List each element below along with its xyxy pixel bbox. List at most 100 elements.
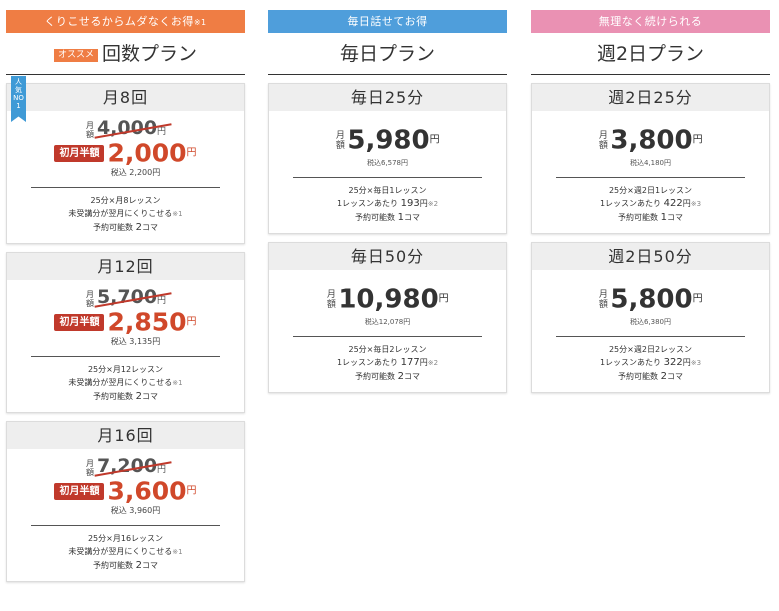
reservation-limit: 予約可能数 1コマ — [355, 212, 420, 223]
carryover-note: 未受講分が翌月にくりこせる※1 — [68, 547, 183, 556]
tax-included-price: 税込 3,960円 — [110, 506, 161, 515]
kaisu-plan-title-text: 回数プラン — [102, 43, 198, 65]
kaisu-banner-note: ※1 — [193, 18, 207, 27]
divider — [31, 525, 220, 526]
card-header: 月8回 — [7, 84, 244, 111]
ribbon-char: 1 — [16, 102, 21, 110]
per-lesson-price: 1レッスンあたり 422円※3 — [599, 198, 702, 209]
divider — [31, 356, 220, 357]
mainichi-plan-title: 毎日プラン — [268, 33, 507, 75]
discount-price: 2,850 — [107, 307, 187, 337]
plan-details: 25分×月12レッスン 未受講分が翌月にくりこせる※1 予約可能数 2コマ — [7, 363, 244, 412]
monthly-price: 3,800 — [610, 125, 693, 156]
price-row: 月額5,980円 — [269, 125, 506, 156]
ribbon-char: NO — [13, 94, 24, 102]
first-month-half-badge: 初月半額 — [54, 145, 105, 162]
lesson-count: 25分×月8レッスン — [90, 196, 161, 205]
plan-card-weekly2-50[interactable]: 週2日50分 月額5,800円 税込6,380円 25分×週2日2レッスン 1レ… — [531, 242, 770, 393]
kaisu-banner-text: くりこせるからムダなくお得 — [44, 15, 194, 28]
first-month-half-badge: 初月半額 — [54, 483, 105, 500]
yen-unit: 円 — [186, 485, 197, 497]
card-header: 毎日25分 — [269, 84, 506, 111]
tax-included-price: 税込 2,200円 — [110, 168, 161, 177]
kaisu-banner: くりこせるからムダなくお得※1 — [6, 10, 245, 33]
tax-included-price: 税込12,078円 — [364, 318, 411, 326]
plan-card-daily25[interactable]: 毎日25分 月額5,980円 税込6,578円 25分×毎日1レッスン 1レッス… — [268, 83, 507, 234]
plan-details: 25分×毎日2レッスン 1レッスンあたり 177円※2 予約可能数 2コマ — [269, 343, 506, 392]
tax-included-price: 税込6,578円 — [366, 159, 409, 167]
price-row: 月額5,800円 — [532, 284, 769, 315]
kaisu-plan-title: オススメ 回数プラン — [6, 33, 245, 75]
monthly-fee-label: 月額 — [598, 289, 608, 310]
tax-included-price: 税込 3,135円 — [110, 337, 161, 346]
kaisu-plan-column: くりこせるからムダなくお得※1 オススメ 回数プラン 人 気 NO 1 月8回 月… — [6, 10, 245, 582]
original-price: 7,200円 — [97, 455, 166, 481]
tax-included-price: 税込4,180円 — [629, 159, 672, 167]
yen-unit: 円 — [186, 147, 197, 159]
original-price-row: 月額 5,700円 — [7, 286, 244, 308]
monthly-fee-label: 月額 — [598, 130, 608, 151]
price-row: 月額3,800円 — [532, 125, 769, 156]
divider — [31, 187, 220, 188]
lesson-count: 25分×毎日1レッスン — [348, 186, 427, 195]
card-header: 毎日50分 — [269, 243, 506, 270]
yen-unit: 円 — [438, 293, 449, 305]
shu2-plan-column: 無理なく続けられる 週2日プラン 週2日25分 月額3,800円 税込4,180… — [531, 10, 770, 393]
mainichi-banner: 毎日話せてお得 — [268, 10, 507, 33]
original-price: 5,700円 — [97, 286, 166, 312]
plan-card-month12[interactable]: 月12回 月額 5,700円 初月半額 2,850円 税込 3,135円 25分×月… — [6, 252, 245, 413]
mainichi-plan-column: 毎日話せてお得 毎日プラン 毎日25分 月額5,980円 税込6,578円 25… — [268, 10, 507, 393]
recommended-badge: オススメ — [53, 49, 98, 62]
carryover-note: 未受講分が翌月にくりこせる※1 — [68, 209, 183, 218]
monthly-price: 10,980 — [338, 284, 439, 315]
plan-card-month8[interactable]: 人 気 NO 1 月8回 月額 4,000円 初月半額 2,000円 税込 2,20… — [6, 76, 245, 244]
plan-details: 25分×月8レッスン 未受講分が翌月にくりこせる※1 予約可能数 2コマ — [7, 194, 244, 243]
card-header: 週2日50分 — [532, 243, 769, 270]
shu2-banner: 無理なく続けられる — [531, 10, 770, 33]
original-price-row: 月額 7,200円 — [7, 455, 244, 477]
reservation-limit: 予約可能数 2コマ — [355, 371, 420, 382]
plan-details: 25分×月16レッスン 未受講分が翌月にくりこせる※1 予約可能数 2コマ — [7, 532, 244, 581]
discount-price-row: 初月半額 2,850円 — [7, 308, 244, 336]
reservation-limit: 予約可能数 2コマ — [93, 222, 158, 233]
plan-card-month16[interactable]: 月16回 月額 7,200円 初月半額 3,600円 税込 3,960円 25分×月… — [6, 421, 245, 582]
monthly-price: 5,800 — [610, 284, 693, 315]
monthly-fee-label: 月額 — [85, 121, 94, 139]
monthly-price: 5,980 — [347, 125, 430, 156]
per-lesson-price: 1レッスンあたり 193円※2 — [336, 198, 439, 209]
reservation-limit: 予約可能数 1コマ — [618, 212, 683, 223]
carryover-note: 未受講分が翌月にくりこせる※1 — [68, 378, 183, 387]
original-price-row: 月額 4,000円 — [7, 117, 244, 139]
divider — [556, 336, 745, 337]
monthly-fee-label: 月額 — [85, 290, 94, 308]
discount-price-row: 初月半額 3,600円 — [7, 477, 244, 505]
lesson-count: 25分×毎日2レッスン — [348, 345, 427, 354]
monthly-fee-label: 月額 — [85, 459, 94, 477]
price-row: 月額10,980円 — [269, 284, 506, 315]
yen-unit: 円 — [429, 134, 440, 146]
divider — [293, 336, 482, 337]
discount-price: 3,600 — [107, 476, 187, 506]
original-price: 4,000円 — [97, 117, 166, 143]
plan-card-daily50[interactable]: 毎日50分 月額10,980円 税込12,078円 25分×毎日2レッスン 1レ… — [268, 242, 507, 393]
per-lesson-price: 1レッスンあたり 322円※3 — [599, 357, 702, 368]
plan-details: 25分×週2日2レッスン 1レッスンあたり 322円※3 予約可能数 2コマ — [532, 343, 769, 392]
discount-price: 2,000 — [107, 138, 187, 168]
divider — [293, 177, 482, 178]
yen-unit: 円 — [692, 293, 703, 305]
lesson-count: 25分×月12レッスン — [87, 365, 164, 374]
reservation-limit: 予約可能数 2コマ — [93, 560, 158, 571]
tax-included-price: 税込6,380円 — [629, 318, 672, 326]
ribbon-char: 人 — [15, 78, 22, 86]
per-lesson-price: 1レッスンあたり 177円※2 — [336, 357, 439, 368]
first-month-half-badge: 初月半額 — [54, 314, 105, 331]
reservation-limit: 予約可能数 2コマ — [618, 371, 683, 382]
card-header: 月16回 — [7, 422, 244, 449]
discount-price-row: 初月半額 2,000円 — [7, 139, 244, 167]
plan-card-weekly2-25[interactable]: 週2日25分 月額3,800円 税込4,180円 25分×週2日1レッスン 1レ… — [531, 83, 770, 234]
shu2-plan-title: 週2日プラン — [531, 33, 770, 75]
lesson-count: 25分×月16レッスン — [87, 534, 164, 543]
reservation-limit: 予約可能数 2コマ — [93, 391, 158, 402]
lesson-count: 25分×週2日1レッスン — [608, 186, 693, 195]
yen-unit: 円 — [186, 316, 197, 328]
